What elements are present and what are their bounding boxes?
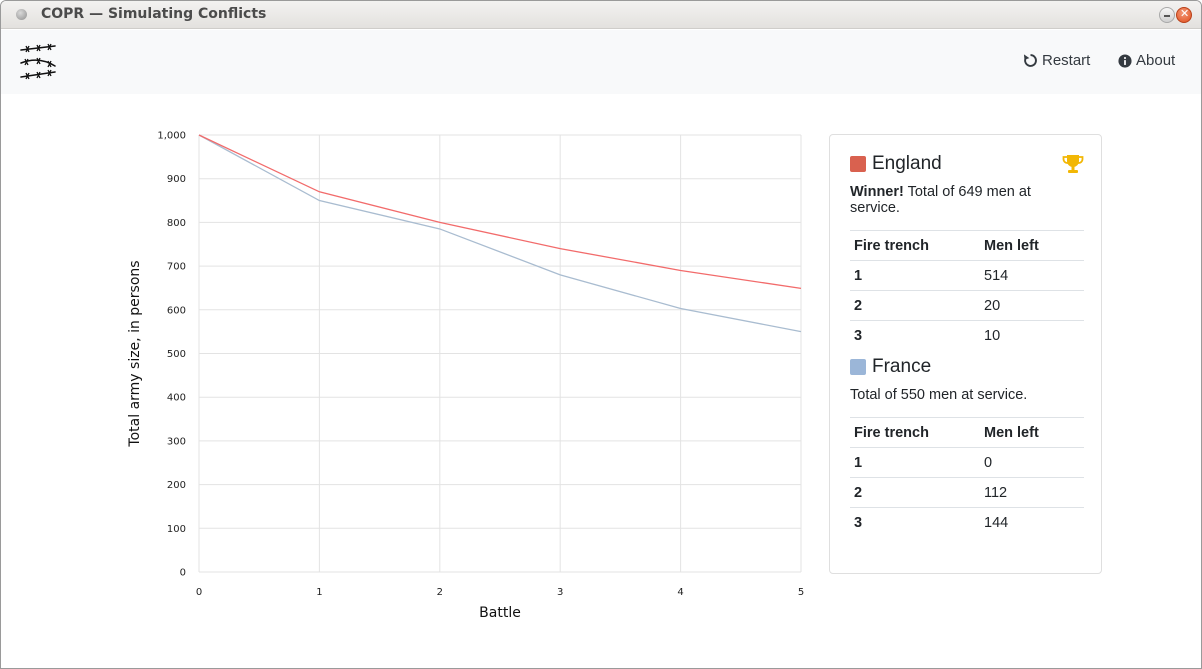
trench-cell: 2	[850, 477, 980, 508]
france-summary: Total of 550 men at service.	[850, 387, 1028, 403]
window-menu-icon[interactable]	[16, 9, 27, 20]
restart-icon	[1023, 54, 1037, 67]
table-row: 3 10	[850, 320, 1084, 351]
trophy-icon	[1062, 155, 1084, 173]
england-header-trench: Fire trench	[850, 230, 980, 261]
men-cell: 112	[980, 477, 1084, 508]
winner-label: Winner!	[850, 184, 904, 200]
series-line-england	[198, 134, 802, 290]
y-tick-label: 800	[167, 218, 186, 229]
trench-cell: 3	[850, 320, 980, 351]
table-row: 1 514	[850, 260, 1084, 291]
info-icon	[1118, 53, 1132, 68]
barbed-wire-logo[interactable]	[17, 42, 59, 82]
trench-cell: 2	[850, 290, 980, 321]
england-header-men: Men left	[980, 230, 1084, 261]
y-tick-label: 200	[167, 480, 186, 491]
france-section: France Total of 550 men at service. Fire…	[850, 355, 1084, 538]
x-tick-label: 4	[677, 587, 683, 598]
england-section: England Winner! Total of 649 men at serv…	[850, 152, 1084, 351]
x-axis-title: Battle	[479, 605, 521, 621]
france-name: France	[872, 356, 932, 377]
y-tick-label: 1,000	[157, 131, 186, 142]
title-bar: COPR — Simulating Conflicts	[1, 1, 1201, 29]
restart-button[interactable]: Restart	[1023, 52, 1090, 69]
england-summary-text: Total of 649 men at service.	[850, 184, 1031, 216]
france-swatch	[850, 359, 866, 375]
england-summary: Winner! Total of 649 men at service.	[850, 184, 1084, 216]
results-card: England Winner! Total of 649 men at serv…	[829, 134, 1102, 574]
x-tick-label: 2	[437, 587, 443, 598]
y-tick-label: 300	[167, 436, 186, 447]
y-tick-label: 500	[167, 349, 186, 360]
trench-cell: 3	[850, 507, 980, 538]
table-row: 3 144	[850, 507, 1084, 538]
men-cell: 20	[980, 290, 1084, 321]
about-label: About	[1136, 52, 1176, 69]
y-tick-label: 600	[167, 305, 186, 316]
about-button[interactable]: About	[1118, 52, 1175, 69]
table-row: 2 20	[850, 290, 1084, 321]
restart-label: Restart	[1042, 52, 1091, 69]
x-tick-label: 0	[196, 587, 202, 598]
army-size-chart: 0 100 200 300 400 500 600 700 800 900 1,000 0 1 2 3 4 5 B…	[127, 131, 804, 622]
trench-cell: 1	[850, 447, 980, 478]
x-tick-label: 1	[316, 587, 322, 598]
y-axis-title: Total army size, in persons	[127, 260, 143, 447]
x-tick-label: 3	[557, 587, 563, 598]
men-cell: 144	[980, 507, 1084, 538]
navbar: Restart About	[1, 30, 1201, 94]
y-tick-label: 100	[167, 524, 186, 535]
series-line-france	[198, 134, 802, 333]
close-button[interactable]	[1176, 7, 1192, 23]
france-header-men: Men left	[980, 417, 1084, 448]
table-row: 2 112	[850, 477, 1084, 508]
england-swatch	[850, 156, 866, 172]
men-cell: 10	[980, 320, 1084, 351]
france-header-trench: Fire trench	[850, 417, 980, 448]
minimize-button[interactable]	[1159, 7, 1175, 23]
y-tick-label: 0	[180, 568, 186, 579]
men-cell: 514	[980, 260, 1084, 291]
england-table: Fire trench Men left 1 514 2 20 3 10	[850, 230, 1084, 351]
men-cell: 0	[980, 447, 1084, 478]
y-tick-label: 900	[167, 174, 186, 185]
y-tick-label: 400	[167, 393, 186, 404]
y-tick-label: 700	[167, 262, 186, 273]
x-tick-label: 5	[798, 587, 804, 598]
england-name: England	[872, 153, 942, 174]
window-title: COPR — Simulating Conflicts	[41, 6, 267, 22]
trench-cell: 1	[850, 260, 980, 291]
